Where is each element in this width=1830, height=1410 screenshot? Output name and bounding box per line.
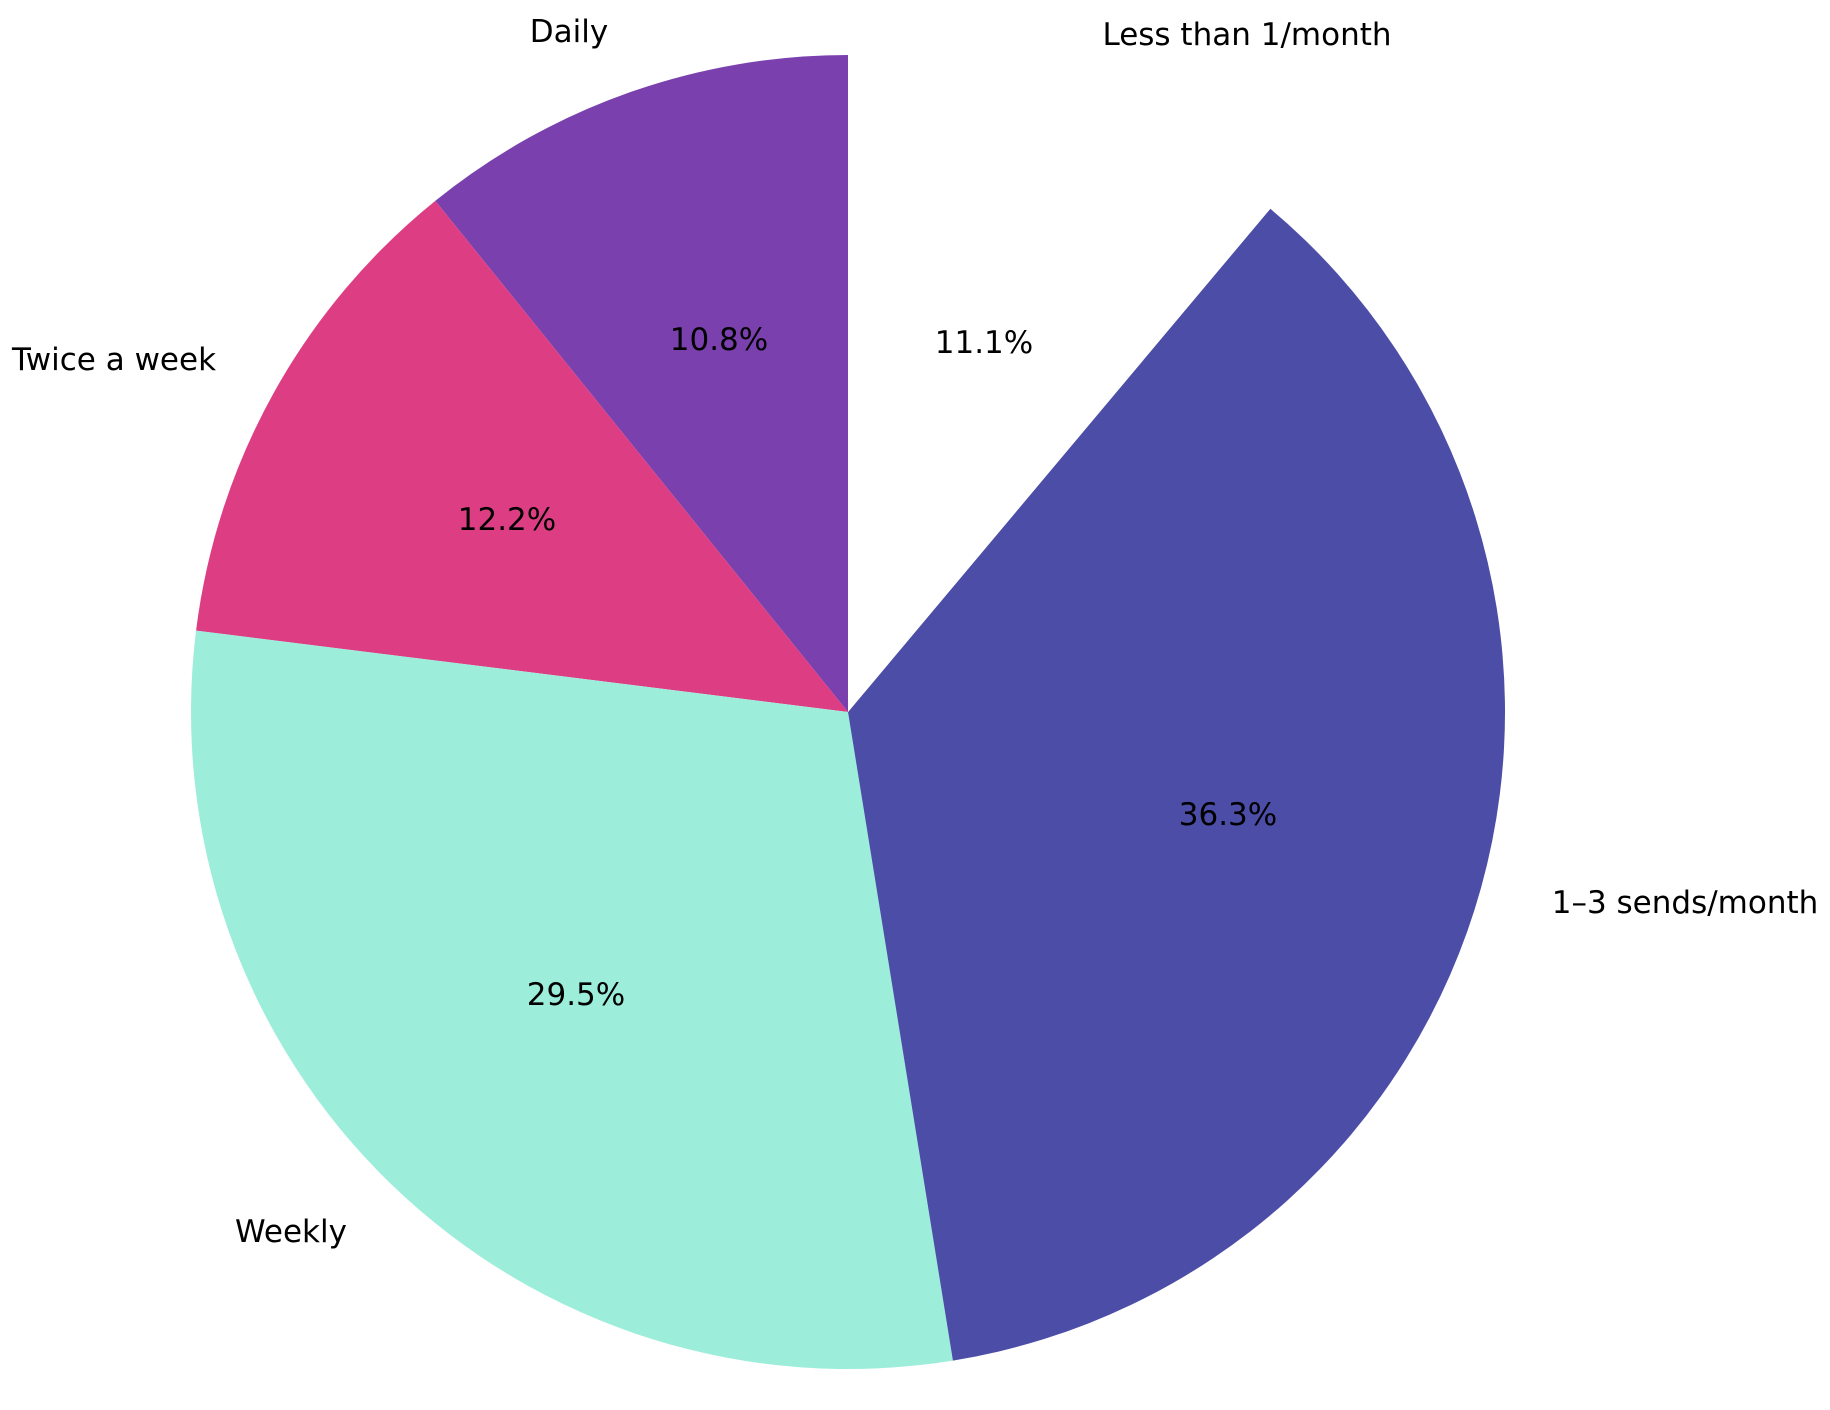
pie-slice-weekly bbox=[191, 630, 953, 1369]
pie-slice-1-3-sends-month bbox=[848, 208, 1505, 1361]
slice-pct-less-than-1-month: 11.1% bbox=[934, 325, 1034, 361]
slice-pct-1-3-sends-month: 36.3% bbox=[1178, 797, 1278, 833]
slice-pct-weekly: 29.5% bbox=[526, 977, 626, 1013]
slice-pct-daily: 10.8% bbox=[669, 322, 769, 358]
slice-pct-twice-a-week: 12.2% bbox=[457, 502, 557, 538]
pie-slice-less-than-1-month bbox=[848, 55, 1271, 712]
slice-label-weekly: Weekly bbox=[235, 1214, 347, 1250]
slice-label-twice-a-week: Twice a week bbox=[11, 342, 217, 378]
slice-label-daily: Daily bbox=[529, 14, 609, 50]
slice-label-less-than-1-month: Less than 1/month bbox=[1102, 17, 1392, 53]
slice-label-1-3-sends-month: 1–3 sends/month bbox=[1551, 885, 1819, 921]
pie-slice-twice-a-week bbox=[196, 200, 849, 712]
pie-slice-daily bbox=[435, 55, 848, 712]
